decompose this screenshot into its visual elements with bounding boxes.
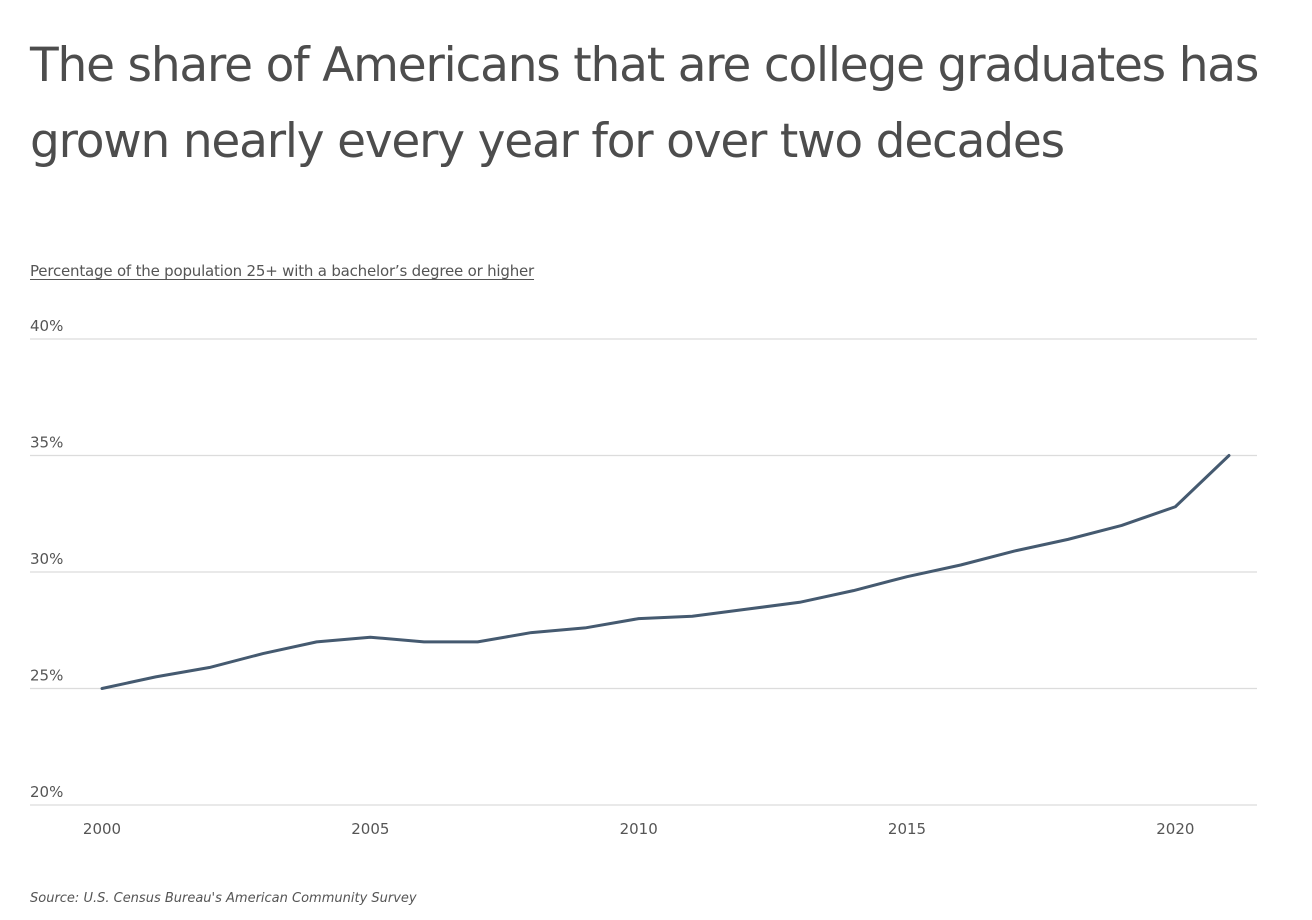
data-point-2016[interactable] xyxy=(955,559,967,571)
data-point-2006[interactable] xyxy=(418,636,430,648)
y-tick-label: 20% xyxy=(30,783,63,801)
source-note: Source: U.S. Census Bureau's American Co… xyxy=(30,891,417,906)
data-point-2018[interactable] xyxy=(1062,533,1074,545)
chart-subtitle: Percentage of the population 25+ with a … xyxy=(30,262,535,280)
y-tick-label: 35% xyxy=(30,434,63,452)
data-point-2008[interactable] xyxy=(525,627,537,639)
data-point-2017[interactable] xyxy=(1008,545,1020,557)
y-tick-label: 25% xyxy=(30,667,63,685)
y-tick-label: 30% xyxy=(30,550,63,568)
data-point-2021[interactable] xyxy=(1223,450,1235,462)
data-point-2005[interactable] xyxy=(364,631,376,643)
series-group xyxy=(96,450,1235,695)
series-line xyxy=(100,454,1231,690)
chart-title: The share of Americans that are college … xyxy=(30,38,1259,169)
gridlines xyxy=(30,338,1257,806)
y-tick-label: 40% xyxy=(30,317,63,335)
x-tick-label: 2015 xyxy=(888,820,926,838)
data-point-2015[interactable] xyxy=(901,571,913,583)
x-tick-label: 2000 xyxy=(83,820,121,838)
data-point-2003[interactable] xyxy=(257,648,269,660)
data-point-2009[interactable] xyxy=(579,622,591,634)
data-point-2020[interactable] xyxy=(1169,501,1181,513)
data-point-2019[interactable] xyxy=(1116,519,1128,531)
data-point-2012[interactable] xyxy=(740,603,752,615)
x-axis-ticks: 2000 2005 2010 2015 2020 xyxy=(83,820,1195,838)
y-axis-ticks: 20% 25% 30% 35% 40% xyxy=(30,317,63,801)
x-tick-label: 2020 xyxy=(1156,820,1194,838)
data-point-2001[interactable] xyxy=(150,671,162,683)
data-point-2002[interactable] xyxy=(203,662,215,674)
data-point-2013[interactable] xyxy=(794,596,806,608)
x-tick-label: 2005 xyxy=(351,820,389,838)
data-point-2011[interactable] xyxy=(686,610,698,622)
data-point-2004[interactable] xyxy=(311,636,323,648)
data-point-2010[interactable] xyxy=(633,613,645,625)
data-point-2007[interactable] xyxy=(472,636,484,648)
data-point-2000[interactable] xyxy=(96,683,108,695)
x-tick-label: 2010 xyxy=(620,820,658,838)
line-chart: 20% 25% 30% 35% 40% 2000 2005 2010 2015 2020 xyxy=(30,317,1257,838)
data-point-2014[interactable] xyxy=(847,585,859,597)
